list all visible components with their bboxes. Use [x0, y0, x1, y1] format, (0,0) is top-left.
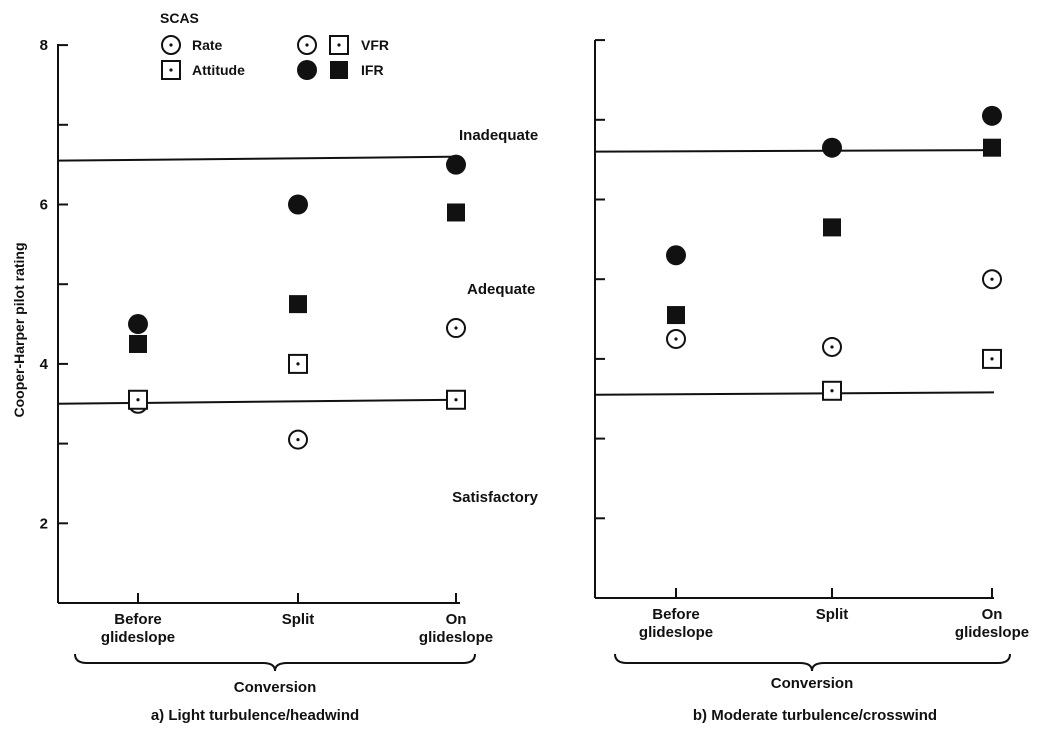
- x-tick-label: Split: [816, 606, 849, 623]
- threshold-line: [57, 155, 461, 162]
- threshold-line: [57, 398, 461, 405]
- x-tick-label-line: glideslope: [101, 629, 175, 646]
- x-axis-label: Conversion: [234, 679, 317, 696]
- data-point-square-open-dot: [990, 357, 994, 361]
- data-point-circle-open-dot: [296, 438, 300, 442]
- data-point-circle-open-dot: [454, 326, 458, 330]
- x-tick-label-line: Before: [652, 606, 700, 623]
- x-axis-label: Conversion: [771, 675, 854, 692]
- data-point-circle-open-dot: [830, 345, 834, 349]
- x-tick-label-line: glideslope: [419, 629, 493, 646]
- legend-vfr-square-dot: [337, 43, 341, 47]
- y-tick-label: 2: [40, 515, 48, 532]
- panel-caption: a) Light turbulence/headwind: [151, 707, 359, 724]
- data-point-circle-filled: [666, 245, 686, 266]
- legend-vfr-circle-dot: [305, 43, 309, 47]
- data-point-circle-open-dot: [674, 337, 678, 341]
- x-tick-label: Before glideslope: [639, 606, 713, 641]
- region-label-satisfactory: Satisfactory: [452, 489, 539, 506]
- x-tick-label-line: glideslope: [955, 624, 1029, 641]
- x-tick-label-line: glideslope: [639, 624, 713, 641]
- data-point-circle-filled: [446, 154, 466, 175]
- y-tick-label: 4: [40, 356, 49, 373]
- panel-caption: b) Moderate turbulence/crosswind: [693, 707, 937, 724]
- data-point-square-filled: [667, 306, 685, 325]
- region-label-inadequate: Inadequate: [459, 127, 538, 144]
- conversion-brace: [614, 653, 1011, 672]
- legend-label-ifr: IFR: [361, 62, 384, 78]
- data-point-circle-filled: [822, 137, 842, 158]
- conversion-brace: [74, 653, 476, 672]
- legend-label-rate: Rate: [192, 37, 223, 53]
- legend-label-attitude: Attitude: [192, 62, 245, 78]
- legend-title: SCAS: [160, 10, 199, 26]
- data-point-circle-open-dot: [990, 277, 994, 281]
- data-point-square-open-dot: [136, 398, 140, 402]
- data-point-square-filled: [129, 334, 147, 353]
- data-point-square-open-dot: [830, 389, 834, 393]
- data-point-circle-filled: [128, 314, 148, 335]
- x-tick-label: Split: [282, 611, 315, 628]
- threshold-line: [594, 391, 995, 396]
- threshold-line: [594, 149, 995, 153]
- data-point-square-filled: [447, 203, 465, 222]
- data-point-circle-filled: [982, 105, 1002, 126]
- y-axis-label: Cooper-Harper pilot rating: [11, 242, 27, 417]
- data-point-square-open-dot: [296, 362, 300, 366]
- data-point-square-filled: [983, 138, 1001, 157]
- y-tick-label: 6: [40, 197, 48, 214]
- data-point-square-filled: [289, 295, 307, 314]
- legend-ifr-circle: [297, 60, 317, 80]
- x-tick-label: Before glideslope: [101, 611, 175, 646]
- y-tick-label: 8: [40, 37, 48, 54]
- data-point-circle-filled: [288, 194, 308, 215]
- x-tick-label-line: On: [982, 606, 1003, 623]
- data-point-square-open-dot: [454, 398, 458, 402]
- legend: SCAS Rate Attitude VFR IFR: [160, 10, 389, 80]
- legend-attitude-marker-dot: [169, 68, 173, 72]
- data-point-square-filled: [823, 218, 841, 237]
- legend-label-vfr: VFR: [361, 37, 389, 53]
- region-label-adequate: Adequate: [467, 281, 535, 298]
- legend-ifr-square: [330, 61, 348, 79]
- x-tick-label: On glideslope: [955, 606, 1029, 641]
- legend-rate-marker-dot: [169, 43, 173, 47]
- x-tick-label-line: On: [446, 611, 467, 628]
- x-tick-label: On glideslope: [419, 611, 493, 646]
- x-tick-label-line: Before: [114, 611, 162, 628]
